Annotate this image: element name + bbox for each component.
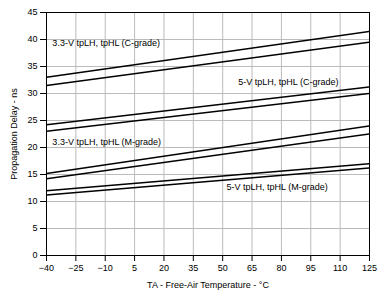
svg-text:80: 80 (276, 263, 286, 273)
svg-text:5-V tpLH, tpHL (M-grade): 5-V tpLH, tpHL (M-grade) (227, 182, 328, 192)
svg-text:50: 50 (218, 263, 228, 273)
svg-text:65: 65 (247, 263, 257, 273)
svg-text:5-V tpLH, tpHL (C-grade): 5-V tpLH, tpHL (C-grade) (238, 77, 338, 87)
svg-text:35: 35 (27, 61, 37, 71)
svg-text:15: 15 (27, 169, 37, 179)
svg-text:5: 5 (132, 263, 137, 273)
svg-text:40: 40 (27, 34, 37, 44)
svg-text:Propagation Delay - ns: Propagation Delay - ns (9, 88, 19, 180)
svg-text:TA - Free-Air Temperature - °C: TA - Free-Air Temperature - °C (147, 280, 269, 290)
svg-text:5: 5 (32, 223, 37, 233)
svg-text:35: 35 (188, 263, 198, 273)
svg-text:0: 0 (32, 250, 37, 260)
svg-text:25: 25 (27, 115, 37, 125)
svg-text:125: 125 (362, 263, 377, 273)
svg-text:3.3-V tpLH, tpHL (M-grade): 3.3-V tpLH, tpHL (M-grade) (52, 137, 161, 147)
svg-text:30: 30 (27, 88, 37, 98)
svg-text:110: 110 (333, 263, 347, 273)
svg-text:3.3-V tpLH, tpHL (C-grade): 3.3-V tpLH, tpHL (C-grade) (52, 38, 160, 48)
svg-text:−10: −10 (98, 263, 113, 273)
svg-text:10: 10 (27, 196, 37, 206)
svg-text:−40: −40 (39, 263, 54, 273)
svg-text:95: 95 (306, 263, 316, 273)
svg-text:−25: −25 (68, 263, 83, 273)
svg-text:45: 45 (27, 7, 37, 17)
svg-text:20: 20 (159, 263, 169, 273)
svg-text:20: 20 (27, 142, 37, 152)
